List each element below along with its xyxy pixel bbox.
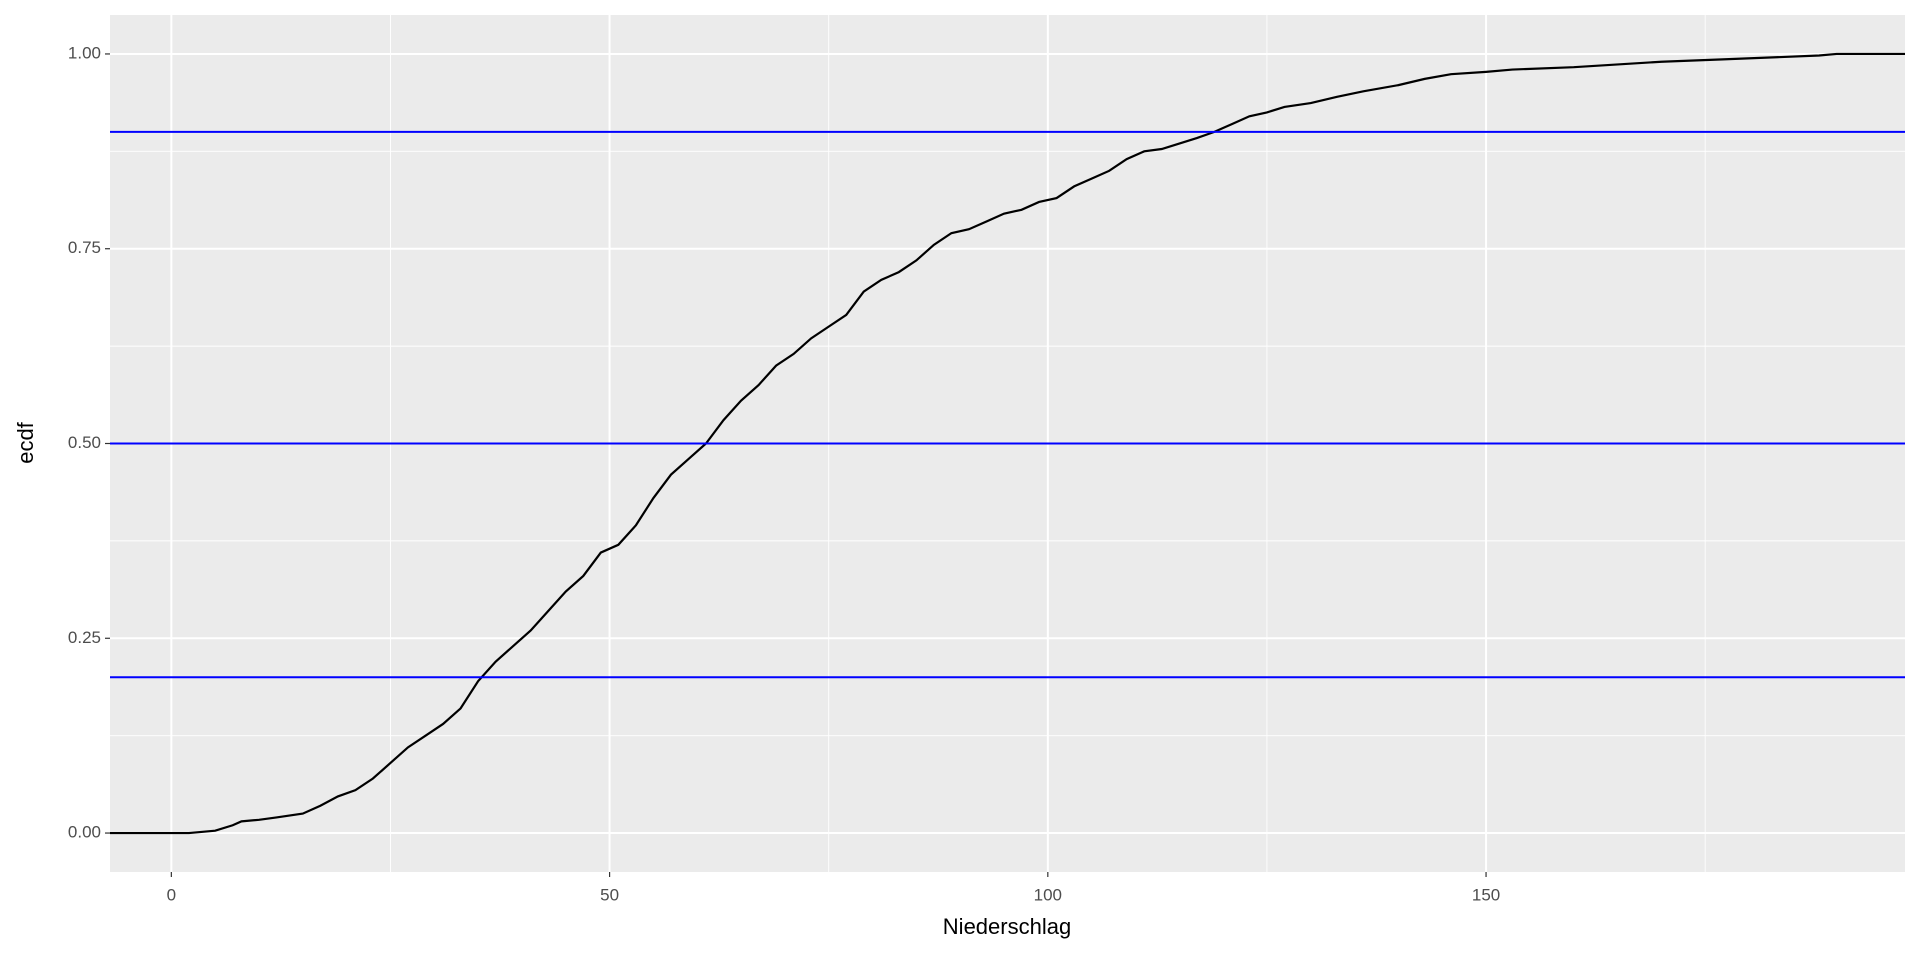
y-tick-label: 1.00 <box>68 43 101 62</box>
x-tick-label: 50 <box>600 885 619 904</box>
ecdf-line <box>110 52 1905 835</box>
x-tick-label: 0 <box>167 885 176 904</box>
y-axis-title: ecdf <box>13 421 38 463</box>
y-tick-label: 0.75 <box>68 238 101 257</box>
y-tick-label: 0.00 <box>68 823 101 842</box>
x-axis-title: Niederschlag <box>943 914 1071 939</box>
y-tick-label: 0.50 <box>68 433 101 452</box>
x-tick-label: 150 <box>1472 885 1500 904</box>
y-tick-label: 0.25 <box>68 628 101 647</box>
x-tick-label: 100 <box>1034 885 1062 904</box>
